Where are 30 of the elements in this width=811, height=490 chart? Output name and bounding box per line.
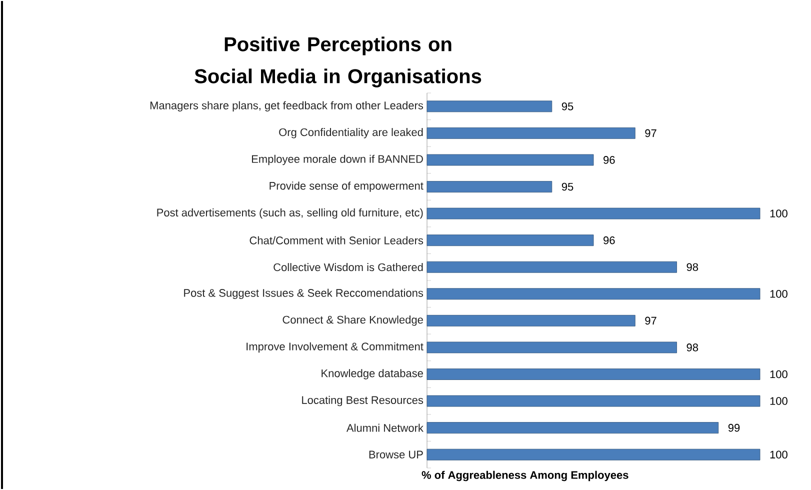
y-tick-label: Chat/Comment with Senior Leaders [250, 236, 424, 244]
y-tick-label: Improve Involvement & Commitment [246, 342, 424, 353]
y-tick-label: Managers share plans, get feedback from other Leaders [150, 101, 424, 112]
y-tick-label: Post advertisements (such as, selling old furniture, etc) [157, 208, 423, 219]
y-tick-label: Alumni Network [346, 424, 424, 432]
y-tick-label: Org Confidentiality are leaked [279, 128, 423, 138]
y-tick-label: Browse UP [369, 450, 423, 458]
y-tick-label: Collective Wisdom is Gathered [274, 263, 423, 272]
data-label: 99 [728, 424, 740, 432]
data-label: 97 [645, 129, 656, 138]
data-label: 96 [604, 156, 615, 164]
data-label: 100 [770, 370, 788, 378]
data-label: 100 [770, 290, 788, 298]
y-tick-label: Connect & Share Knowledge [282, 316, 423, 326]
y-tick-label: Employee morale down if BANNED [252, 154, 423, 166]
data-label: 96 [604, 236, 615, 244]
data-label: 100 [770, 210, 788, 218]
data-label: 100 [770, 397, 788, 405]
y-tick-label: Knowledge database [322, 369, 423, 380]
y-tick-label: Provide sense of empowerment [270, 182, 424, 192]
data-label: 98 [686, 344, 698, 352]
data-label: 95 [562, 102, 574, 110]
data-label: 100 [770, 450, 788, 458]
chart-title: Positive Perceptions on Social Media in Organisations [194, 36, 482, 88]
y-tick-label: Locating Best Resources [302, 396, 424, 406]
data-label: 95 [562, 182, 574, 191]
y-tick-label: Post & Suggest Issues & Seek Reccomendations [184, 288, 424, 300]
data-label: 98 [686, 263, 698, 271]
data-label: 97 [645, 316, 656, 325]
x-axis-title: % of Aggreableness Among Employees [422, 470, 628, 482]
